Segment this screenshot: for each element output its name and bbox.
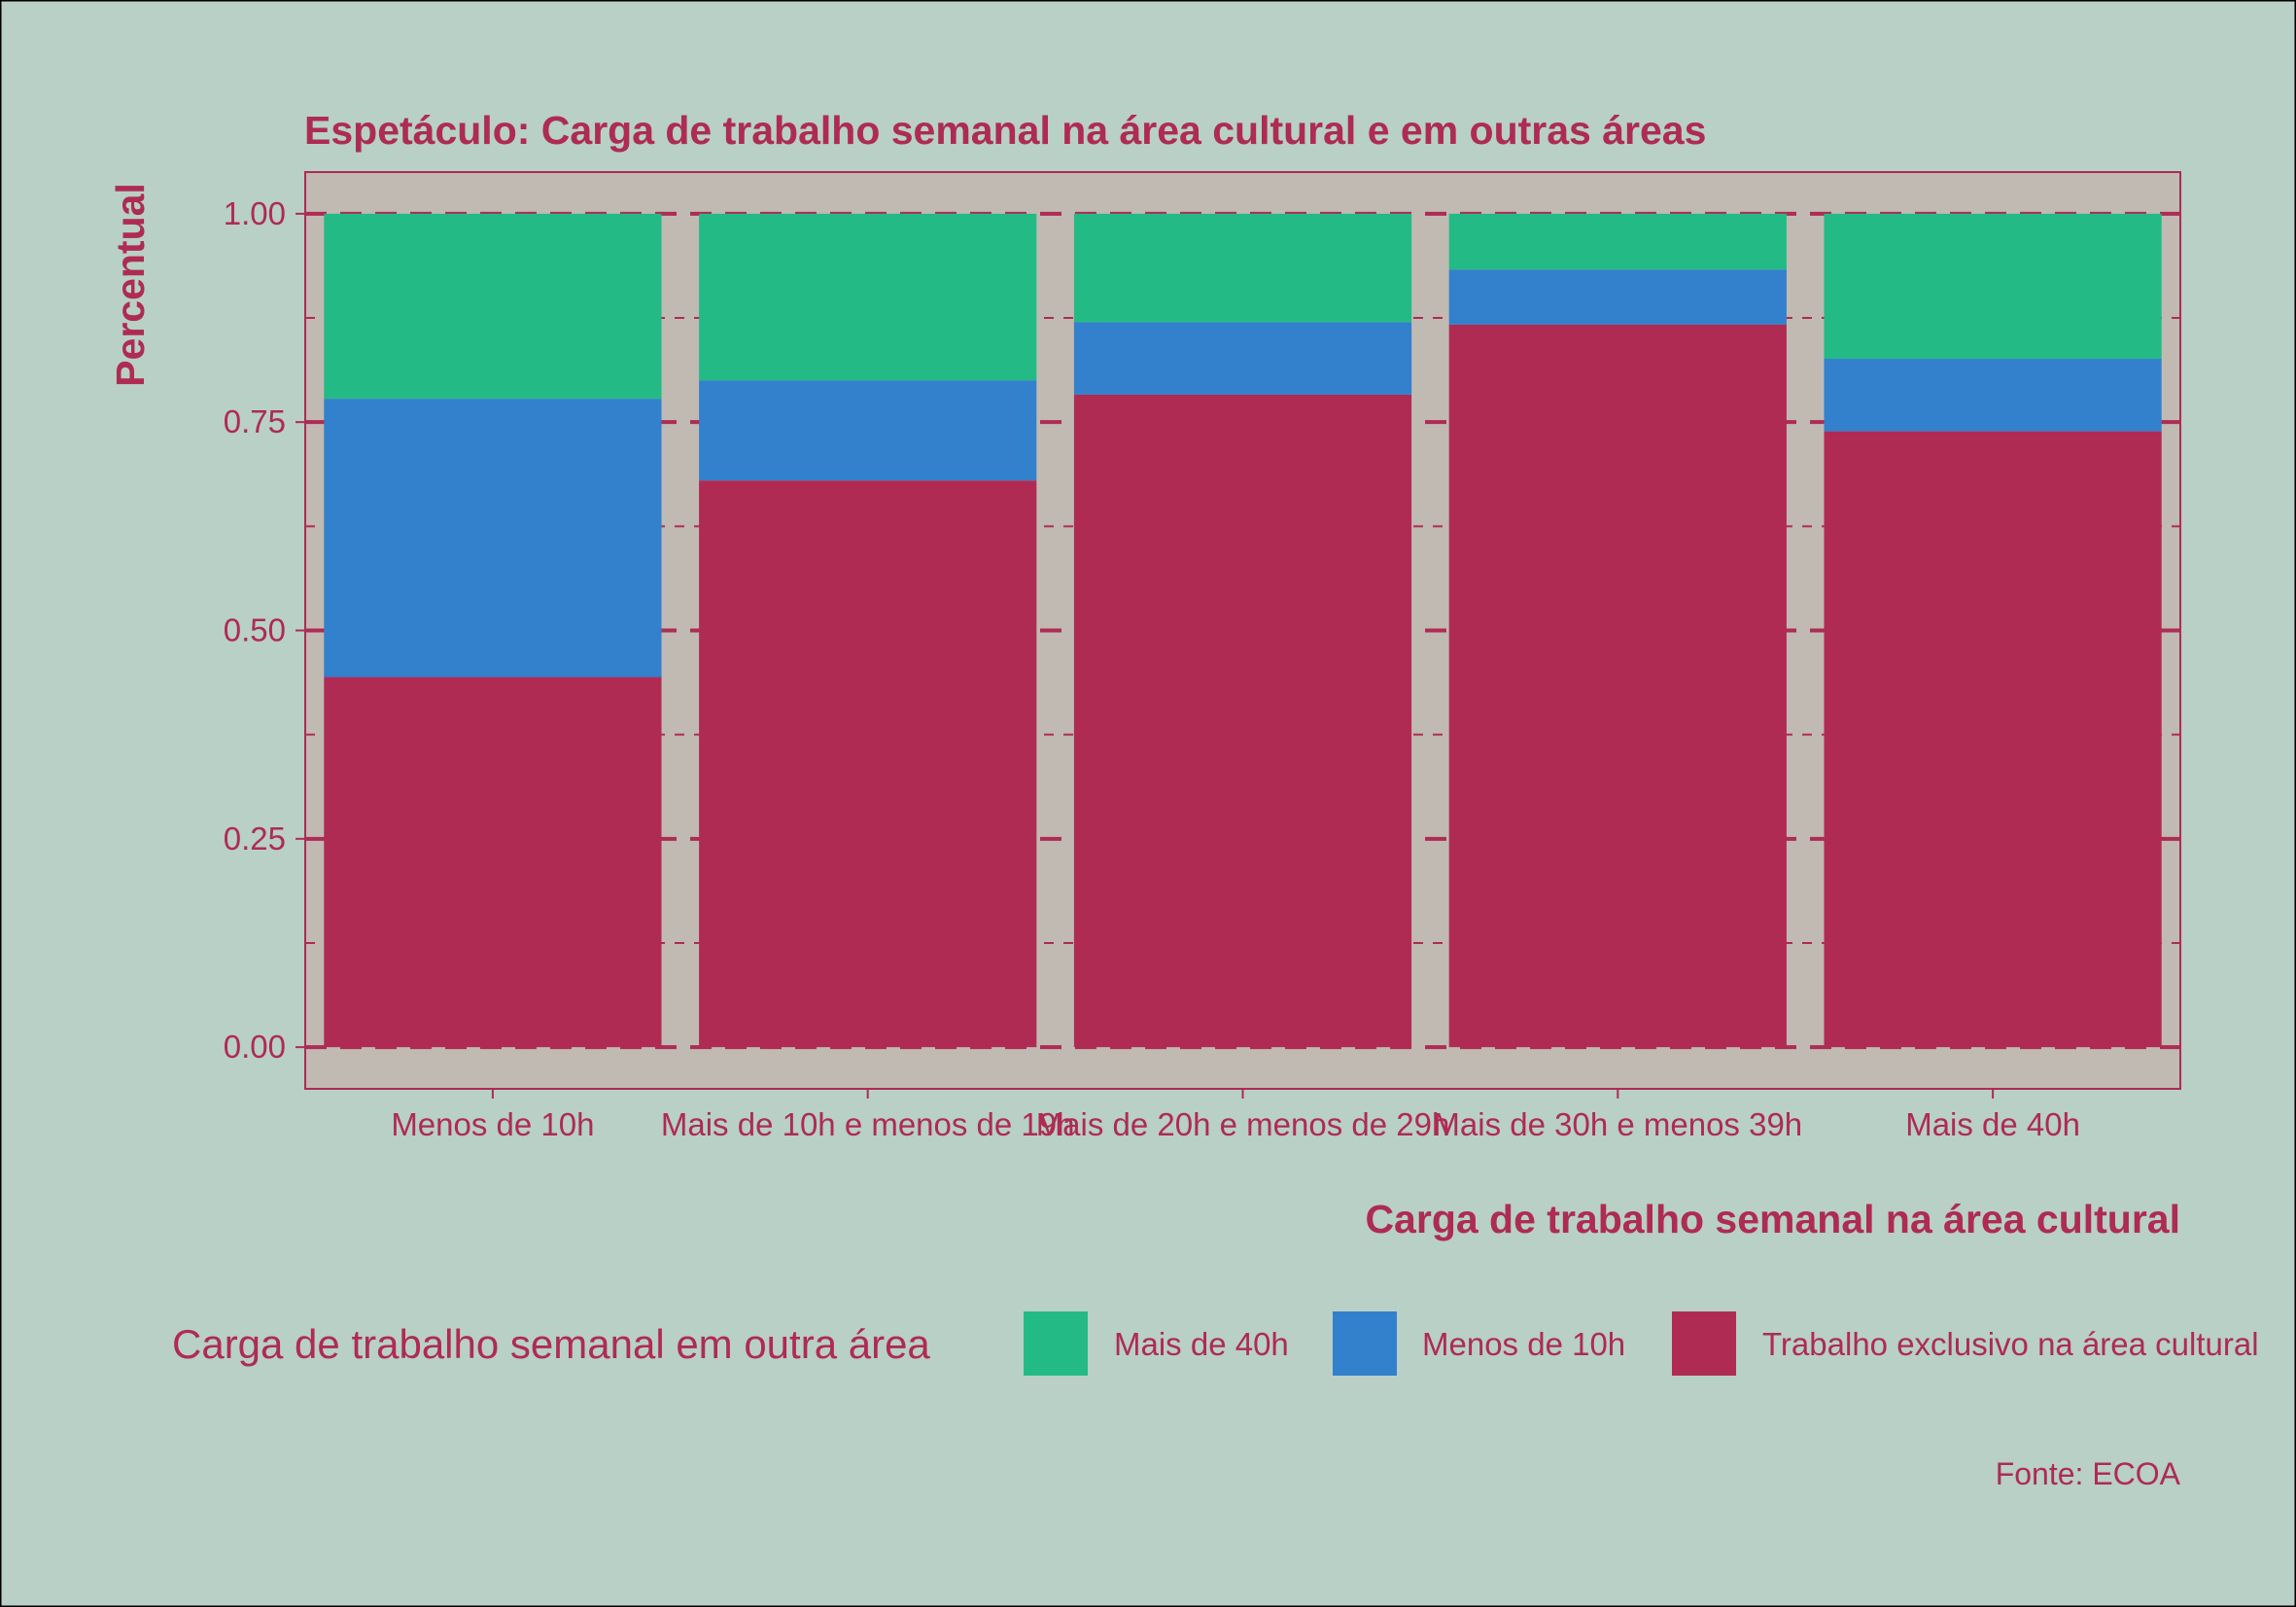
legend-label-trabalho-exclusivo-na-area-cultural: Trabalho exclusivo na área cultural xyxy=(1762,1326,2259,1362)
bar-mais-de-40h-1 xyxy=(324,213,662,400)
y-tick-label: 0.25 xyxy=(224,821,286,856)
legend-key-menos-de-10h xyxy=(1333,1311,1397,1376)
caption: Fonte: ECOA xyxy=(1996,1456,2181,1491)
legend-key-trabalho-exclusivo-na-area-cultural xyxy=(1672,1311,1736,1376)
bar-menos-de-10h-4 xyxy=(1448,269,1787,325)
bars xyxy=(324,213,2162,1048)
y-axis-label: Percentual xyxy=(108,183,153,387)
bar-trabalho-exclusivo-na-area-cultural-5 xyxy=(1824,431,2162,1048)
bar-menos-de-10h-2 xyxy=(699,380,1037,481)
legend: Carga de trabalho semanal em outra área … xyxy=(172,1311,2259,1376)
y-axis: 0.00 0.25 0.50 0.75 1.00 xyxy=(224,195,305,1065)
y-tick-label: 0.00 xyxy=(224,1029,286,1065)
x-tick-label: Menos de 10h xyxy=(391,1106,594,1142)
bar-trabalho-exclusivo-na-area-cultural-3 xyxy=(1073,394,1412,1048)
bar-menos-de-10h-5 xyxy=(1824,359,2162,432)
bar-trabalho-exclusivo-na-area-cultural-4 xyxy=(1448,324,1787,1048)
x-tick-label: Mais de 10h e menos de 19h xyxy=(661,1106,1075,1142)
legend-title: Carga de trabalho semanal em outra área xyxy=(172,1321,930,1367)
x-tick-label: Mais de 30h e menos 39h xyxy=(1433,1106,1802,1142)
bar-mais-de-40h-3 xyxy=(1073,213,1412,323)
legend-label-menos-de-10h: Menos de 10h xyxy=(1422,1326,1625,1362)
chart-title: Espetáculo: Carga de trabalho semanal na… xyxy=(304,108,1706,153)
bar-trabalho-exclusivo-na-area-cultural-1 xyxy=(324,677,662,1048)
x-axis-label: Carga de trabalho semanal na área cultur… xyxy=(1365,1197,2180,1241)
x-axis: Menos de 10h Mais de 10h e menos de 19hMa… xyxy=(391,1089,2080,1142)
bar-mais-de-40h-5 xyxy=(1824,213,2162,360)
x-tick-label: Mais de 20h e menos de 29h xyxy=(1036,1106,1450,1142)
bar-menos-de-10h-3 xyxy=(1073,322,1412,395)
bar-menos-de-10h-1 xyxy=(324,399,662,678)
x-tick-label: Mais de 40h xyxy=(1905,1106,2080,1142)
bar-trabalho-exclusivo-na-area-cultural-2 xyxy=(699,480,1037,1048)
bar-mais-de-40h-2 xyxy=(699,213,1037,381)
y-tick-label: 0.75 xyxy=(224,403,286,439)
y-tick-label: 0.50 xyxy=(224,612,286,648)
legend-label-mais-de-40h: Mais de 40h xyxy=(1114,1326,1289,1362)
bar-mais-de-40h-4 xyxy=(1448,213,1787,270)
y-tick-label: 1.00 xyxy=(224,195,286,231)
legend-key-mais-de-40h xyxy=(1024,1311,1088,1376)
